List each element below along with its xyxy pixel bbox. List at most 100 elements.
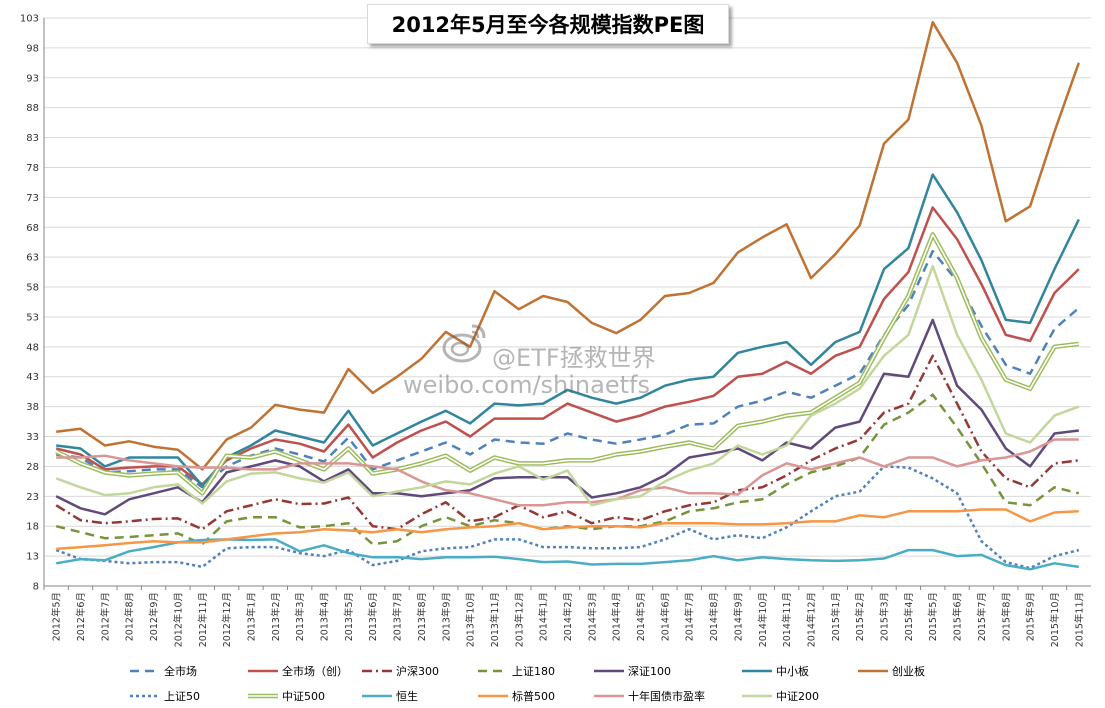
- series-line-10: [56, 508, 1079, 551]
- x-tick-label: 2012年5月: [51, 592, 63, 641]
- x-tick-label: 2015年1月: [830, 592, 842, 641]
- x-tick-label: 2014年4月: [611, 592, 623, 641]
- legend-label: 十年国债市盈率: [628, 689, 705, 703]
- legend-label: 创业板: [892, 664, 925, 678]
- x-tick-label: 2014年9月: [732, 592, 744, 641]
- series-lines: [55, 20, 1080, 571]
- x-tick-label: 2013年5月: [343, 592, 355, 641]
- x-tick-label: 2015年6月: [952, 592, 964, 641]
- y-tick-label: 58: [26, 283, 39, 294]
- series-line-8: [55, 232, 1080, 496]
- x-axis: 2012年5月 2012年6月 2012年7月 2012年8月 2012年9月 2012年…: [43, 585, 1091, 647]
- x-tick-label: 2014年6月: [659, 592, 671, 641]
- x-tick-label: 2015年7月: [976, 592, 988, 641]
- series-line-11: [56, 438, 1079, 507]
- y-tick-label: 23: [26, 492, 39, 503]
- chart-title-box: 2012年5月至今各规模指数PE图: [367, 4, 729, 44]
- legend-item: 沪深300: [362, 664, 439, 678]
- y-tick-label: 98: [26, 43, 39, 54]
- x-tick-label: 2015年2月: [854, 592, 866, 641]
- legend-label: 上证50: [164, 690, 200, 703]
- y-tick-label: 88: [26, 103, 39, 114]
- y-tick-label: 8: [33, 582, 39, 593]
- x-tick-label: 2015年4月: [903, 592, 915, 641]
- x-tick-label: 2013年8月: [416, 592, 428, 641]
- x-tick-label: 2014年2月: [562, 592, 574, 641]
- y-tick-label: 73: [26, 193, 39, 204]
- x-tick-label: 2014年8月: [708, 592, 720, 641]
- legend-item: 中证200: [742, 690, 819, 703]
- y-tick-label: 43: [26, 372, 39, 383]
- legend-item: 创业板: [858, 664, 925, 678]
- y-tick-label: 103: [20, 14, 39, 25]
- x-tick-label: 2015年11月: [1073, 592, 1085, 647]
- legend-item: 十年国债市盈率: [594, 689, 705, 703]
- x-tick-label: 2013年1月: [245, 592, 257, 641]
- series-line-8-inner: [55, 233, 1079, 495]
- x-tick-label: 2012年8月: [124, 592, 136, 641]
- legend-label: 中证200: [776, 690, 819, 703]
- series-line-9: [55, 538, 1079, 571]
- y-tick-label: 38: [26, 402, 39, 413]
- series-line-5: [56, 173, 1080, 487]
- x-tick-label: 2012年11月: [197, 592, 209, 647]
- series-line-6: [56, 20, 1080, 471]
- x-tick-label: 2014年11月: [781, 592, 793, 647]
- legend-item: 中小板: [742, 664, 809, 678]
- y-tick-label: 33: [26, 432, 39, 443]
- x-tick-label: 2013年9月: [440, 592, 452, 641]
- x-tick-label: 2013年6月: [367, 592, 379, 641]
- x-tick-label: 2015年8月: [1000, 592, 1012, 641]
- x-tick-label: 2013年4月: [319, 592, 331, 641]
- y-tick-label: 68: [26, 223, 39, 234]
- x-tick-label: 2012年9月: [148, 592, 160, 641]
- legend-label: 恒生: [396, 689, 418, 703]
- y-tick-label: 83: [26, 133, 39, 144]
- y-tick-label: 63: [26, 253, 39, 264]
- x-tick-label: 2014年10月: [757, 592, 769, 647]
- x-tick-label: 2013年10月: [465, 592, 477, 647]
- x-tick-label: 2013年11月: [489, 592, 501, 647]
- series-line-2: [55, 354, 1079, 531]
- x-tick-label: 2013年12月: [513, 592, 525, 647]
- y-tick-label: 78: [26, 163, 39, 174]
- legend-label: 沪深300: [396, 664, 439, 678]
- y-tick-label: 93: [26, 73, 39, 84]
- y-axis: 8 13 18 23 28 33 38 43 48 53 58 63 68 73 78 83 88 93 98 103: [20, 14, 45, 593]
- y-tick-label: 28: [26, 462, 39, 473]
- chart-title: 2012年5月至今各规模指数PE图: [391, 13, 705, 37]
- x-tick-label: 2015年5月: [927, 592, 939, 641]
- legend-label: 中小板: [776, 664, 809, 678]
- x-tick-label: 2014年12月: [805, 592, 817, 647]
- legend-item: 上证50: [130, 690, 200, 703]
- x-tick-label: 2015年9月: [1025, 592, 1037, 641]
- y-tick-label: 18: [26, 522, 39, 533]
- series-line-1: [55, 206, 1080, 486]
- x-tick-label: 2013年7月: [392, 592, 404, 641]
- y-tick-label: 53: [26, 312, 39, 323]
- x-tick-label: 2012年12月: [221, 592, 233, 647]
- y-tick-label: 48: [26, 342, 39, 353]
- legend-item: 恒生: [362, 689, 418, 703]
- x-tick-label: 2015年10月: [1049, 592, 1061, 647]
- x-tick-label: 2013年2月: [270, 592, 282, 641]
- series-line-7: [55, 465, 1080, 570]
- x-tick-label: 2015年3月: [879, 592, 891, 641]
- series-line-4: [55, 318, 1079, 516]
- x-tick-label: 2013年3月: [294, 592, 306, 641]
- legend-label: 全市场（创）: [282, 664, 348, 678]
- legend-label: 深证100: [628, 665, 671, 678]
- legend-label: 上证180: [512, 665, 555, 678]
- y-tick-label: 13: [26, 552, 39, 563]
- legend-label: 中证500: [282, 690, 325, 703]
- x-tick-label: 2012年7月: [99, 592, 111, 641]
- legend-label: 标普500: [512, 689, 555, 703]
- legend-item: 全市场: [130, 664, 197, 678]
- legend-item: 深证100: [594, 665, 671, 678]
- legend-item: 中证500: [248, 690, 325, 703]
- x-tick-label: 2014年5月: [635, 592, 647, 641]
- x-tick-label: 2014年3月: [586, 592, 598, 641]
- x-tick-label: 2014年1月: [538, 592, 550, 641]
